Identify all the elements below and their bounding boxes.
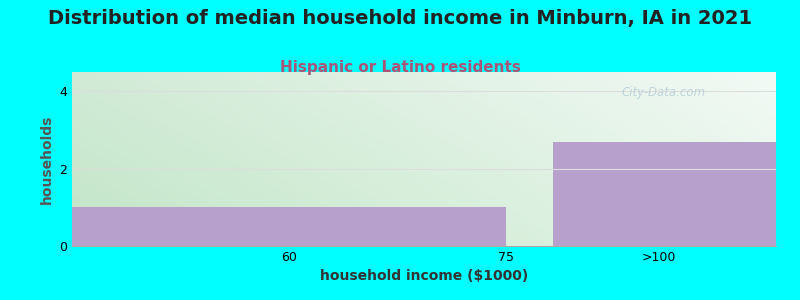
X-axis label: household income ($1000): household income ($1000) [320,269,528,284]
Text: City-Data.com: City-Data.com [621,86,706,99]
Bar [553,142,776,246]
Text: Distribution of median household income in Minburn, IA in 2021: Distribution of median household income … [48,9,752,28]
Y-axis label: households: households [39,114,54,204]
Bar [72,207,506,246]
Text: Hispanic or Latino residents: Hispanic or Latino residents [279,60,521,75]
